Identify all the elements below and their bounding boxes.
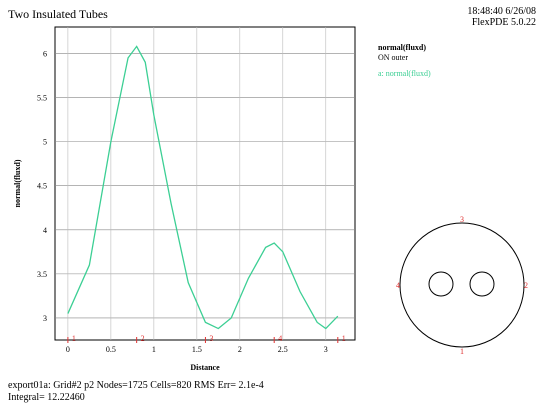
y-axis-label: normal(fluxd)	[13, 159, 22, 207]
boundary-point-label: 3	[209, 334, 213, 343]
footer-integral: Integral= 12.22460	[8, 392, 85, 403]
x-axis-label: Distance	[190, 363, 220, 372]
y-tick-label: 6	[43, 49, 47, 58]
x-tick-label: 2.5	[278, 345, 288, 354]
footer-stats: export01a: Grid#2 p2 Nodes=1725 Cells=82…	[8, 380, 264, 391]
x-tick-label: 0.5	[106, 345, 116, 354]
plot-frame	[54, 26, 356, 341]
legend-entry: a: normal(fluxd)	[378, 69, 431, 78]
domain-diagram	[399, 222, 525, 348]
x-tick-label: 1.5	[192, 345, 202, 354]
y-tick-label: 4.5	[37, 182, 47, 191]
x-tick-label: 1	[152, 345, 156, 354]
boundary-point-label: 1	[72, 334, 76, 343]
y-tick-label: 3.5	[37, 270, 47, 279]
y-tick-label: 5.5	[37, 94, 47, 103]
y-tick-label: 4	[43, 226, 47, 235]
x-tick-label: 3	[324, 345, 328, 354]
boundary-point-label: 1	[342, 334, 346, 343]
diagram-label: 4	[396, 281, 400, 290]
diagram-label: 2	[524, 281, 528, 290]
boundary-point-label: 4	[278, 334, 282, 343]
tube	[428, 271, 454, 297]
boundary-point-label: 2	[141, 334, 145, 343]
y-tick-label: 5	[43, 138, 47, 147]
legend-location: ON outer	[378, 53, 408, 62]
data-line	[67, 45, 339, 330]
legend-variable: normal(fluxd)	[378, 43, 426, 52]
timestamp: 18:48:40 6/26/08	[467, 6, 536, 17]
diagram-label: 3	[460, 215, 464, 224]
y-tick-label: 3	[43, 314, 47, 323]
x-tick-label: 2	[238, 345, 242, 354]
outer-boundary	[399, 222, 525, 348]
diagram-label: 1	[460, 347, 464, 356]
x-tick-label: 0	[66, 345, 70, 354]
tube	[469, 271, 495, 297]
version: FlexPDE 5.0.22	[472, 17, 536, 28]
title: Two Insulated Tubes	[8, 7, 108, 21]
